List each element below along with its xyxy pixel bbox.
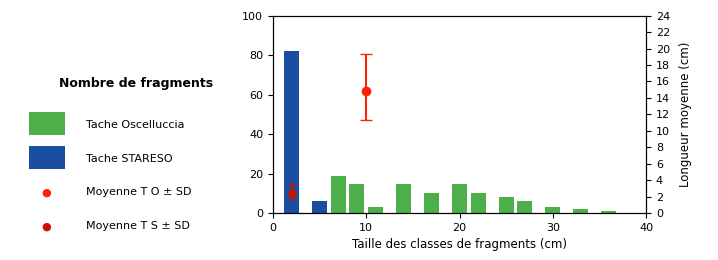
Text: ●: ●: [42, 187, 52, 197]
X-axis label: Taille des classes de fragments (cm): Taille des classes de fragments (cm): [352, 238, 567, 251]
Text: Tache Oscelluccia: Tache Oscelluccia: [86, 120, 185, 130]
Bar: [546, 207, 560, 213]
Bar: [602, 211, 616, 213]
Bar: [518, 201, 532, 213]
Bar: [284, 51, 299, 213]
Text: Moyenne T S ± SD: Moyenne T S ± SD: [86, 221, 190, 231]
Bar: [331, 176, 345, 213]
Bar: [368, 207, 383, 213]
Text: Tache STARESO: Tache STARESO: [86, 154, 173, 164]
Bar: [312, 201, 327, 213]
Text: ●: ●: [42, 221, 52, 231]
Text: Moyenne T O ± SD: Moyenne T O ± SD: [86, 187, 192, 197]
Bar: [574, 209, 588, 213]
Bar: [396, 184, 411, 213]
Bar: [471, 193, 485, 213]
Bar: [499, 197, 513, 213]
Bar: [424, 193, 439, 213]
Bar: [350, 184, 364, 213]
Y-axis label: Longueur moyenne (cm): Longueur moyenne (cm): [679, 42, 691, 187]
Bar: [452, 184, 467, 213]
Text: Nombre de fragments: Nombre de fragments: [60, 77, 213, 90]
